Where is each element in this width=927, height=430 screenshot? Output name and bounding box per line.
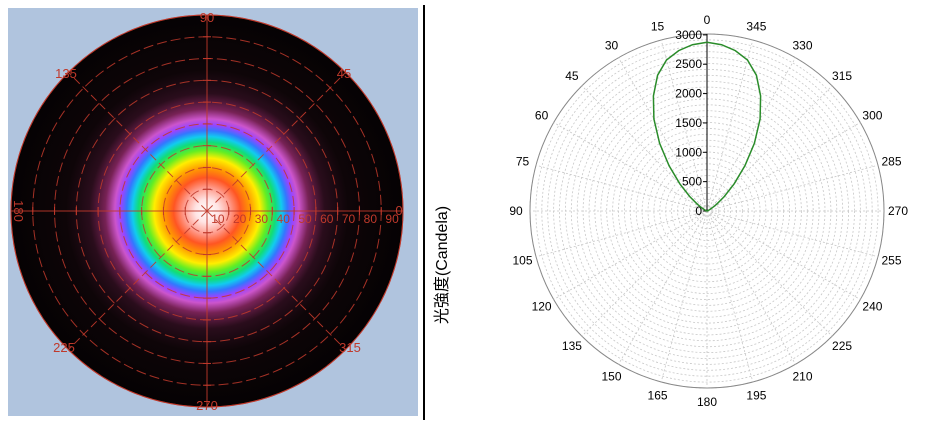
- panel-divider: [423, 5, 425, 420]
- polar-angle-label: 195: [746, 388, 766, 402]
- polar-angle-label: 180: [697, 395, 717, 409]
- polar-spoke: [618, 210, 708, 365]
- polar-angle-label: 330: [792, 39, 812, 53]
- map-spoke: [206, 210, 346, 350]
- polar-angle-label: 135: [562, 339, 582, 353]
- polar-angle-label: 165: [648, 388, 668, 402]
- polar-radial-label: 1500: [675, 116, 702, 130]
- polar-angle-label: 45: [565, 69, 579, 83]
- polar-spoke: [706, 122, 861, 212]
- polar-spoke: [660, 210, 708, 383]
- polar-angle-label: 300: [862, 109, 882, 123]
- polar-angle-label: 270: [888, 204, 908, 218]
- polar-series-line: [652, 41, 762, 212]
- polar-angle-label: 315: [832, 69, 852, 83]
- map-radial-label: 70: [342, 212, 356, 226]
- polar-spoke: [706, 85, 833, 212]
- polar-ring: [694, 198, 720, 224]
- intensity-map-panel: 10 20 30 40 50 60 70 80 90 0 45 90 135 180 225 270 315: [0, 0, 420, 425]
- polar-spoke: [706, 210, 754, 383]
- polar-radial-label: 2000: [675, 87, 702, 101]
- polar-angle-label: 15: [651, 20, 665, 34]
- map-spoke: [206, 72, 346, 212]
- polar-spoke: [706, 164, 879, 212]
- polar-ring: [559, 63, 855, 359]
- polar-radial-label: 3000: [675, 28, 702, 42]
- map-angle-label: 180: [11, 200, 26, 222]
- map-angle-label: 0: [395, 203, 402, 218]
- polar-ring: [547, 51, 867, 371]
- polar-angle-label: 30: [605, 39, 619, 53]
- map-angle-label: 90: [200, 10, 214, 25]
- polar-spoke: [706, 57, 796, 212]
- polar-chart: 0 15 30 45 60 75 90 105 120 135 150 165 180 195 210 225…: [509, 13, 908, 409]
- map-radial-label: 60: [320, 212, 334, 226]
- map-radial-label: 50: [298, 212, 312, 226]
- polar-spoke: [618, 57, 708, 212]
- polar-angle-label: 255: [881, 253, 901, 267]
- polar-spoke: [706, 210, 833, 337]
- map-angle-label: 270: [196, 398, 218, 413]
- polar-ring: [682, 186, 731, 235]
- polar-spoke: [553, 122, 708, 212]
- polar-angle-label: 150: [601, 369, 621, 383]
- polar-radial-label: 1000: [675, 145, 702, 159]
- polar-spoke: [535, 164, 708, 212]
- polar-spoke: [706, 210, 879, 258]
- polar-angle-label: 240: [862, 300, 882, 314]
- y-axis-label: 光強度(Candela): [433, 206, 451, 324]
- polar-ring: [671, 175, 743, 247]
- polar-spoke: [706, 210, 796, 365]
- polar-angle-label: 0: [704, 13, 711, 27]
- map-angle-label: 45: [337, 66, 351, 81]
- map-radial-label: 40: [277, 212, 291, 226]
- map-spoke: [68, 72, 208, 212]
- polar-angle-label: 75: [516, 155, 530, 169]
- y-axis-label-container: 光強度(Candela): [427, 0, 455, 425]
- polar-spoke: [535, 210, 708, 258]
- polar-spoke: [660, 39, 708, 212]
- polar-ring: [570, 74, 844, 348]
- map-spoke: [68, 210, 208, 350]
- polar-radial-label: 0: [695, 204, 702, 218]
- polar-angle-label: 90: [509, 204, 523, 218]
- polar-ring: [582, 86, 832, 336]
- polar-angle-label: 345: [746, 20, 766, 34]
- polar-spoke: [553, 210, 708, 300]
- polar-spoke: [706, 39, 754, 212]
- map-angle-label: 315: [339, 340, 361, 355]
- map-angle-label: 135: [55, 66, 77, 81]
- map-radial-label: 80: [364, 212, 378, 226]
- map-radial-label: 90: [385, 212, 399, 226]
- map-radial-label: 30: [255, 212, 269, 226]
- polar-ring: [600, 104, 814, 318]
- polar-angle-label: 60: [535, 109, 549, 123]
- map-radial-label: 20: [233, 212, 247, 226]
- polar-angle-label: 105: [512, 253, 532, 267]
- polar-ring: [659, 163, 755, 259]
- polar-spoke: [581, 210, 708, 337]
- map-radial-label: 10: [211, 212, 225, 226]
- polar-radial-label: 2500: [675, 57, 702, 71]
- polar-angle-label: 285: [881, 155, 901, 169]
- map-angle-label: 225: [53, 340, 75, 355]
- polar-angle-label: 225: [832, 339, 852, 353]
- polar-angle-label: 120: [532, 300, 552, 314]
- polar-radial-label: 500: [682, 175, 702, 189]
- polar-spoke: [706, 210, 861, 300]
- polar-angle-label: 210: [792, 369, 812, 383]
- polar-spoke: [581, 85, 708, 212]
- polar-chart-panel: 0 15 30 45 60 75 90 105 120 135 150 165 180 195 210 225…: [455, 0, 927, 425]
